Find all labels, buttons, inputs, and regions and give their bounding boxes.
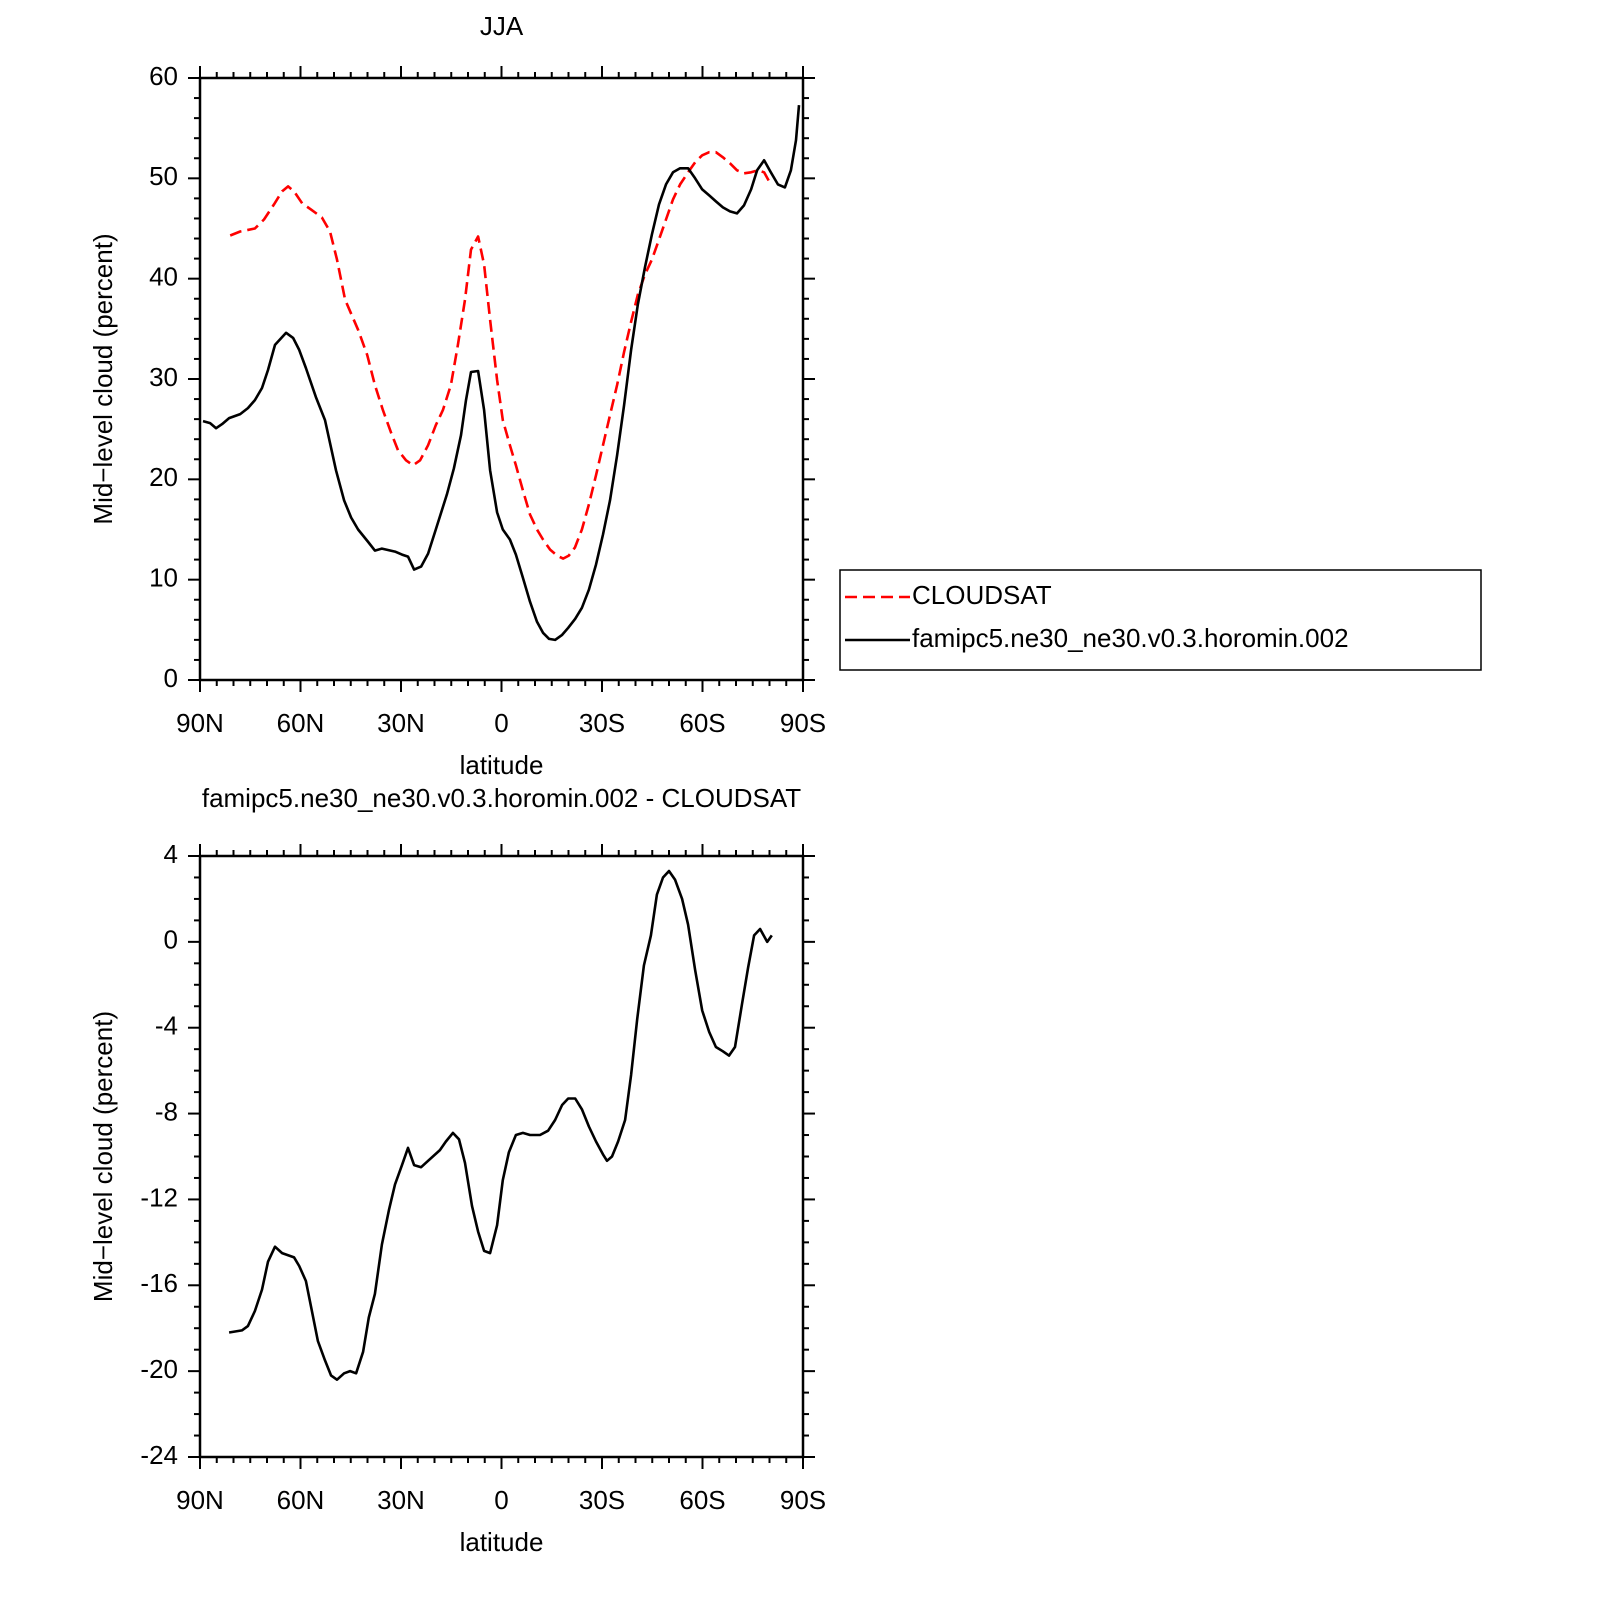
y-tick-label: 60 (149, 61, 178, 91)
y-tick-label: -16 (140, 1268, 178, 1298)
x-axis-label: latitude (460, 750, 544, 780)
x-tick-label: 0 (494, 708, 508, 738)
y-tick-label: 4 (164, 839, 178, 869)
x-tick-label: 60N (277, 708, 325, 738)
y-tick-label: 30 (149, 362, 178, 392)
y-axis-label: Mid−level cloud (percent) (88, 1011, 118, 1302)
y-tick-label: 0 (164, 663, 178, 693)
plot-frame (198, 76, 805, 682)
y-tick-label: 20 (149, 462, 178, 492)
y-tick-label: 0 (164, 925, 178, 955)
x-tick-label: 60N (277, 1485, 325, 1515)
data-line (229, 150, 772, 560)
x-tick-label: 60S (679, 1485, 725, 1515)
x-tick-label: 90N (176, 708, 224, 738)
y-axis-label: Mid−level cloud (percent) (88, 233, 118, 524)
y-tick-label: 50 (149, 161, 178, 191)
y-tick-label: -12 (140, 1182, 178, 1212)
x-tick-label: 30S (579, 708, 625, 738)
x-tick-label: 60S (679, 708, 725, 738)
legend-label: CLOUDSAT (912, 580, 1052, 610)
y-tick-label: -20 (140, 1354, 178, 1384)
x-tick-label: 0 (494, 1485, 508, 1515)
legend-label: famipc5.ne30_ne30.v0.3.horomin.002 (912, 623, 1349, 653)
plot-frame (198, 854, 805, 1459)
chart-title: famipc5.ne30_ne30.v0.3.horomin.002 - CLO… (202, 783, 801, 813)
x-tick-label: 30N (377, 1485, 425, 1515)
y-tick-label: 10 (149, 563, 178, 593)
data-line (202, 104, 801, 642)
y-tick-label: -4 (155, 1011, 178, 1041)
legend-box (839, 569, 1482, 671)
data-line (228, 869, 773, 1381)
x-tick-label: 30S (579, 1485, 625, 1515)
x-tick-label: 90S (780, 1485, 826, 1515)
y-tick-label: 40 (149, 262, 178, 292)
y-tick-label: -8 (155, 1096, 178, 1126)
x-tick-label: 90S (780, 708, 826, 738)
y-tick-label: -24 (140, 1440, 178, 1470)
x-tick-label: 30N (377, 708, 425, 738)
chart-title: JJA (480, 11, 524, 41)
x-axis-label: latitude (460, 1527, 544, 1557)
x-tick-label: 90N (176, 1485, 224, 1515)
